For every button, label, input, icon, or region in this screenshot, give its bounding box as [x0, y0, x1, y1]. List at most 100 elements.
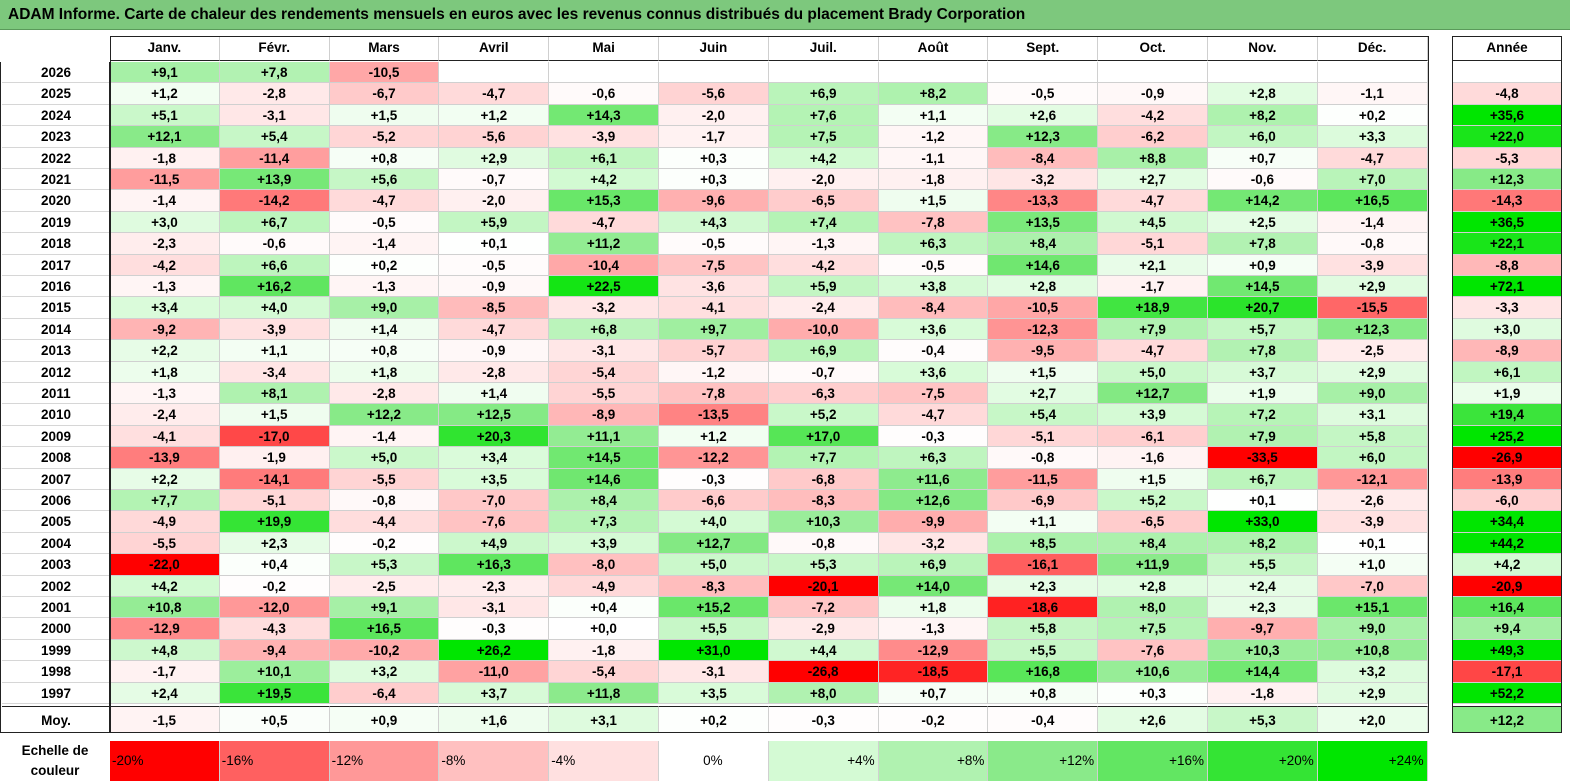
- heatmap-cell: -5,1: [219, 490, 330, 512]
- heatmap-cell: +2,7: [988, 383, 1099, 405]
- heatmap-cell: +0,3: [659, 147, 769, 169]
- heatmap-cell: -10,5: [329, 62, 440, 84]
- annual-cell: -4,8: [1452, 83, 1562, 105]
- heatmap-cell: -3,2: [878, 532, 989, 555]
- heatmap-cell: +3,4: [439, 447, 550, 469]
- year-label: 2021: [2, 169, 110, 191]
- heatmap-cell: +3,4: [110, 297, 220, 319]
- heatmap-cell: -4,9: [549, 575, 659, 597]
- heatmap-cell: +6,9: [878, 554, 989, 576]
- heatmap-cell: -12,1: [1317, 468, 1428, 490]
- heatmap-cell: +0,0: [549, 618, 659, 640]
- month-header: Mai: [549, 36, 659, 61]
- heatmap-cell: +5,7: [1208, 318, 1318, 341]
- heatmap-cell: -1,2: [659, 361, 769, 383]
- heatmap-cell: +5,5: [659, 618, 769, 640]
- heatmap-cell: -3,2: [549, 297, 659, 319]
- year-label: 2016: [2, 276, 110, 298]
- heatmap-cell: +5,5: [988, 639, 1099, 662]
- heatmap-cell: +3,2: [1317, 661, 1428, 683]
- heatmap-cell: +2,1: [1098, 254, 1208, 276]
- heatmap-cell: -5,1: [1098, 233, 1208, 255]
- heatmap-cell: -7,8: [659, 383, 769, 405]
- heatmap-cell: -7,5: [659, 254, 769, 276]
- heatmap-cell: +16,2: [219, 276, 330, 298]
- year-label: 2025: [2, 83, 110, 105]
- heatmap-cell: +3,8: [878, 276, 989, 298]
- heatmap-cell: -11,0: [439, 661, 550, 683]
- annual-cell: -17,1: [1452, 661, 1562, 683]
- annual-cell: +1,9: [1452, 383, 1562, 405]
- year-label: 2011: [2, 383, 110, 405]
- scale-label: couleur: [30, 763, 80, 778]
- heatmap-cell: -7,2: [768, 597, 879, 619]
- heatmap-cell: -7,0: [1317, 575, 1428, 597]
- heatmap-cell: -3,9: [219, 318, 330, 341]
- heatmap-cell: -10,0: [768, 318, 879, 341]
- year-label: 2003: [2, 554, 110, 576]
- heatmap-cell: -3,4: [219, 361, 330, 383]
- heatmap-cell: -0,9: [439, 340, 550, 362]
- heatmap-cell: -9,5: [988, 340, 1099, 362]
- average-cell: -1,5: [110, 706, 220, 733]
- heatmap-cell: +14,6: [988, 254, 1099, 276]
- year-label: 2001: [2, 597, 110, 619]
- heatmap-cell: +31,0: [659, 639, 769, 662]
- heatmap-cell: +5,8: [1317, 425, 1428, 448]
- heatmap-cell: +4,3: [659, 211, 769, 234]
- heatmap-cell: -5,6: [659, 83, 769, 105]
- average-cell: +1,6: [439, 706, 550, 733]
- heatmap-cell: -6,5: [1098, 511, 1208, 533]
- heatmap-cell: +10,6: [1098, 661, 1208, 683]
- heatmap-cell: +8,0: [768, 682, 879, 704]
- average-cell: +2,0: [1317, 706, 1428, 733]
- heatmap-cell: -8,3: [659, 575, 769, 597]
- heatmap-cell: -9,4: [219, 639, 330, 662]
- average-cell: +0,9: [329, 706, 440, 733]
- heatmap-cell: +1,8: [878, 597, 989, 619]
- heatmap-cell: +2,9: [1317, 276, 1428, 298]
- heatmap-cell: +4,8: [110, 639, 220, 662]
- heatmap-cell: -4,7: [439, 83, 550, 105]
- heatmap-cell: +11,1: [549, 425, 659, 448]
- heatmap-cell: +15,1: [1317, 597, 1428, 619]
- average-cell: +5,3: [1208, 706, 1318, 733]
- heatmap-cell: +33,0: [1208, 511, 1318, 533]
- heatmap-cell: +5,2: [768, 404, 879, 426]
- heatmap-cell: +14,2: [1208, 190, 1318, 212]
- heatmap-cell: -12,3: [988, 318, 1099, 341]
- year-label: 1999: [2, 640, 110, 662]
- heatmap-cell: -2,4: [110, 404, 220, 426]
- heatmap-cell: +12,3: [1317, 318, 1428, 341]
- heatmap-cell: -1,4: [110, 190, 220, 212]
- heatmap-cell: +11,2: [549, 233, 659, 255]
- heatmap-cell: +9,0: [1317, 618, 1428, 640]
- heatmap-cell: +6,3: [878, 233, 989, 255]
- heatmap-cell: -6,8: [768, 468, 879, 490]
- heatmap-cell: -2,5: [329, 575, 440, 597]
- heatmap-cell: -0,4: [878, 340, 989, 362]
- color-scale-swatch: +4%: [768, 741, 879, 781]
- heatmap-cell: -0,6: [549, 83, 659, 105]
- heatmap-cell: +0,1: [439, 233, 550, 255]
- heatmap-cell: -12,9: [878, 639, 989, 662]
- color-scale-swatch: -4%: [549, 741, 659, 781]
- year-label: 2010: [2, 404, 110, 426]
- heatmap-cell: -2,3: [110, 233, 220, 255]
- heatmap-cell: -5,5: [329, 468, 440, 490]
- heatmap-cell: +6,6: [219, 254, 330, 276]
- heatmap-cell: +2,2: [110, 340, 220, 362]
- heatmap-cell: -11,4: [219, 147, 330, 169]
- heatmap-cell: +6,9: [768, 83, 879, 105]
- heatmap-cell: +12,6: [878, 490, 989, 512]
- average-cell: +0,5: [219, 706, 330, 733]
- year-label: 2022: [2, 148, 110, 169]
- annual-cell: +35,6: [1452, 104, 1562, 127]
- heatmap-cell: +5,2: [1098, 490, 1208, 512]
- heatmap-cell: -4,3: [219, 618, 330, 640]
- heatmap-cell: -0,6: [219, 233, 330, 255]
- heatmap-cell: +2,3: [1208, 597, 1318, 619]
- heatmap-cell: [768, 62, 879, 84]
- heatmap-cell: +10,8: [1317, 639, 1428, 662]
- heatmap-cell: +5,1: [110, 104, 220, 127]
